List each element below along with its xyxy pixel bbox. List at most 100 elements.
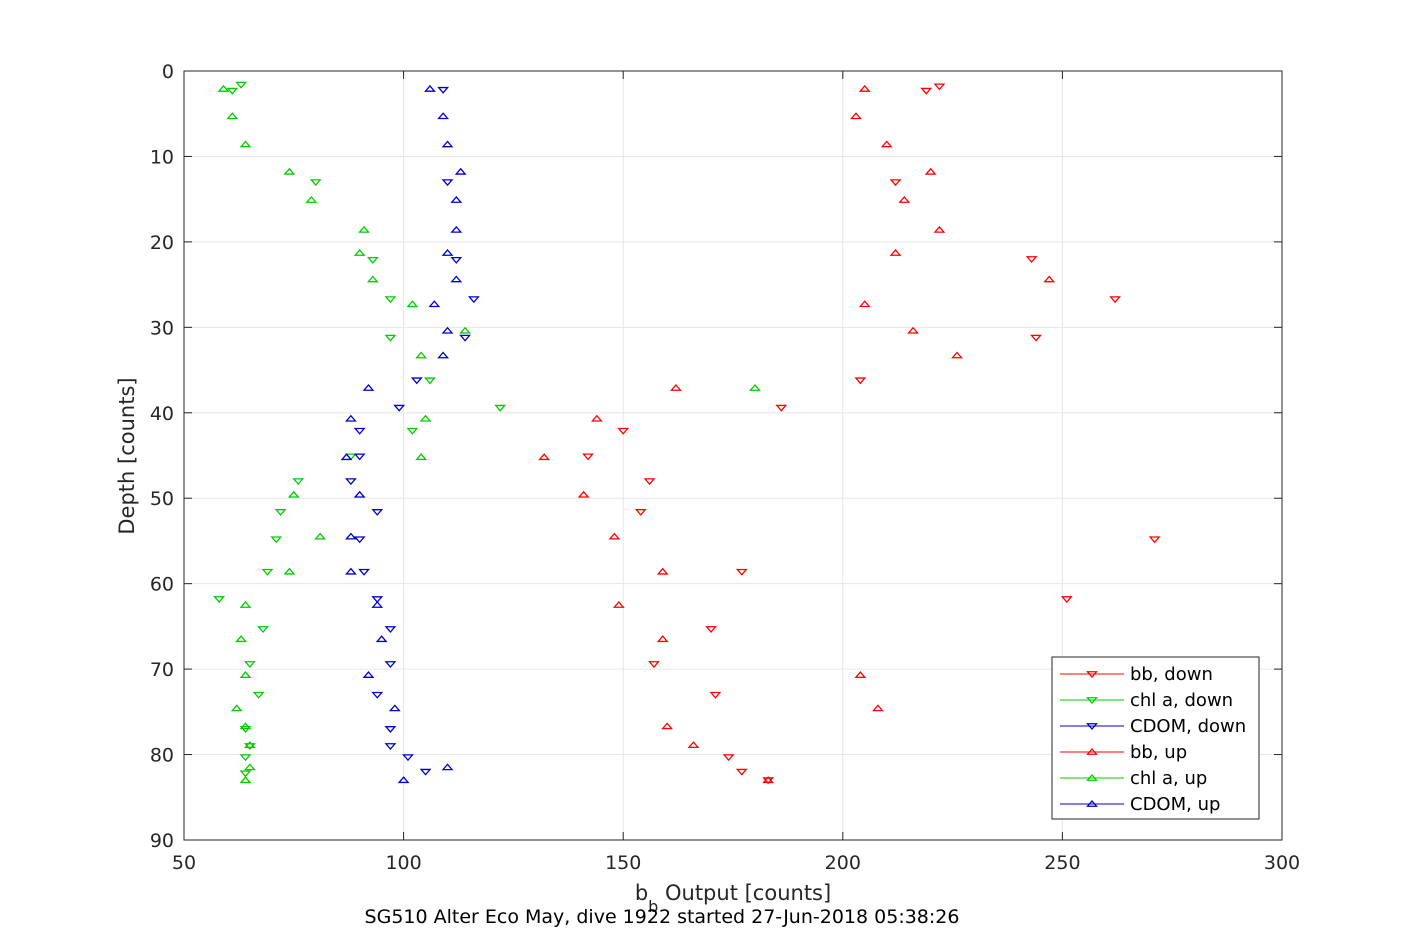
y-tick-label: 0 [162,61,174,83]
data-point [371,596,384,604]
series-2 [344,86,480,776]
data-point [705,626,717,633]
legend-label: CDOM, down [1130,716,1246,737]
data-point [235,81,248,89]
data-point [459,334,471,342]
data-point [428,300,441,308]
data-point [467,296,480,304]
series-1 [213,81,507,778]
data-point [924,167,937,175]
data-point [257,626,269,633]
legend-label: bb, up [1130,742,1187,763]
legend-marker [1086,697,1098,705]
y-tick-label: 30 [150,317,174,339]
y-axis-label: Depth [counts] [115,377,139,534]
data-point [648,661,660,669]
data-points [213,81,1161,785]
x-tick-label: 50 [172,852,196,874]
data-point [656,635,669,643]
data-point [371,691,384,699]
data-point [608,532,621,540]
y-tick-label: 10 [150,146,174,168]
legend: bb, down chl a, down CDOM, down bb, up chl a… [1051,656,1260,820]
data-point [402,754,414,762]
data-point [239,754,252,762]
data-point [538,453,551,461]
data-point [274,509,287,516]
data-point [283,567,296,575]
data-point [243,741,256,749]
data-point [344,478,357,486]
data-point [358,225,370,233]
data-point [406,300,419,308]
data-point [735,568,748,576]
data-point [617,427,630,435]
data-point [384,661,397,669]
grid [184,71,1282,840]
data-point [450,256,463,264]
data-point [239,140,252,148]
data-point [230,704,243,712]
data-point [366,275,379,283]
data-point [577,490,590,498]
data-point [353,453,366,461]
data-point [850,112,862,120]
data-point [243,743,256,751]
data-point [494,404,507,412]
data-point [441,763,454,771]
data-point [722,754,735,762]
series-5 [340,84,467,784]
data-point [582,453,594,461]
data-point [239,770,252,778]
data-point [424,84,436,92]
data-point [344,414,357,422]
data-point [353,427,366,435]
data-point [854,377,867,385]
data-point [375,635,388,643]
data-point [410,377,423,385]
data-point [450,195,463,203]
y-tick-label: 60 [150,574,174,596]
data-point [239,726,252,733]
y-tick-label: 70 [150,659,174,681]
data-point [261,568,274,576]
data-point [353,248,366,256]
data-point [366,256,379,264]
data-point [920,87,933,95]
legend-box [1051,656,1260,820]
data-point [612,600,625,608]
data-point [441,179,454,187]
data-point [415,453,428,461]
data-point [239,722,252,730]
data-point [634,509,647,516]
data-point [1109,296,1122,304]
data-point [419,768,432,776]
data-point [213,596,226,604]
y-tick-label: 90 [150,830,174,852]
data-point [252,691,265,699]
data-point [669,383,682,391]
data-point [239,776,252,784]
data-point [388,704,401,712]
data-point [858,300,871,308]
x-axis-label: bb Output [counts] [635,881,831,916]
data-point [283,167,296,175]
data-point [775,404,788,412]
data-point [415,351,428,359]
data-point [371,600,384,608]
y-tick-label: 80 [150,745,174,767]
data-point [362,671,375,678]
data-point [762,776,775,784]
data-point [419,414,432,422]
x-tick-label: 100 [385,852,421,874]
data-point [270,536,283,544]
legend-marker [1086,671,1098,679]
data-point [441,140,454,148]
y-axis: 0 10 20 30 40 50 60 70 80 90 [150,61,1282,852]
data-point [384,334,397,342]
data-point [735,768,748,776]
data-point [340,453,353,461]
chart-caption: SG510 Alter Eco May, dive 1922 started 2… [365,906,960,928]
series-3 [538,84,1056,784]
